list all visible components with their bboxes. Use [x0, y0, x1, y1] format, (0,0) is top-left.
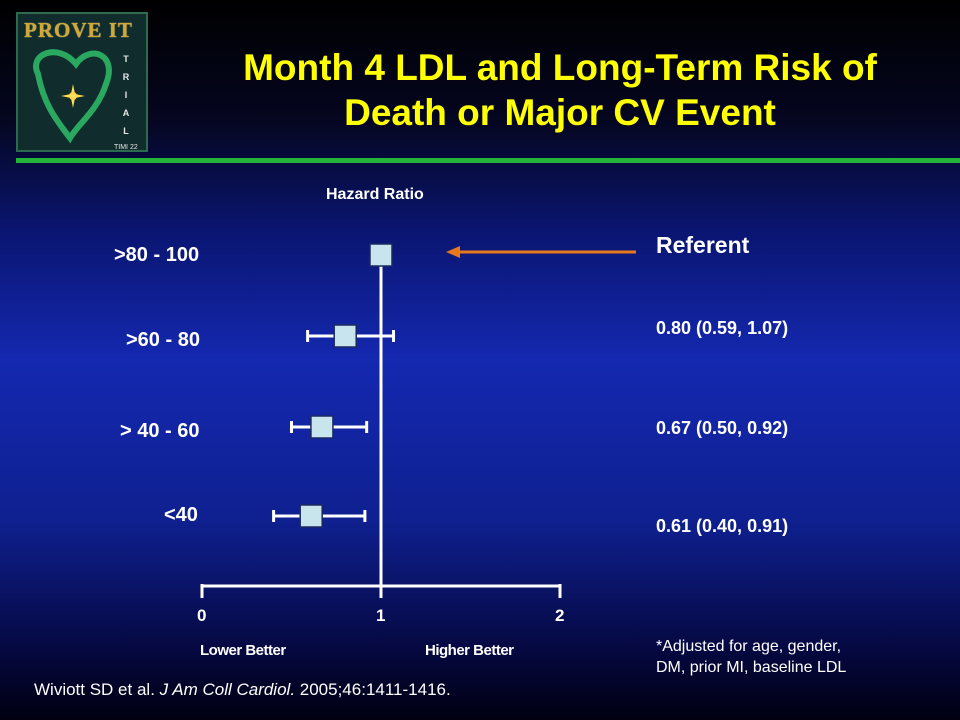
hr-marker	[310, 415, 334, 439]
title-line-2: Death or Major CV Event	[344, 92, 776, 133]
hr-marker	[369, 243, 393, 267]
logo-letter: A	[122, 108, 130, 118]
row-label: >60 - 80	[126, 329, 200, 351]
x-tick-label: 0	[197, 606, 207, 625]
logo-letter: L	[123, 126, 129, 136]
heart-globe-icon	[33, 49, 112, 144]
x-tick-label: 1	[376, 606, 386, 625]
title-line-1: Month 4 LDL and Long-Term Risk of	[243, 47, 877, 88]
hr-value: 0.80 (0.59, 1.07)	[656, 318, 789, 338]
higher-better-label: Higher Better	[425, 642, 514, 659]
row-label: > 40 - 60	[120, 420, 200, 442]
row-label: <40	[164, 504, 198, 526]
footnote-line-1: *Adjusted for age, gender,	[656, 638, 842, 655]
x-tick-label: 2	[555, 606, 565, 625]
logo-trial-letters: T R I A L	[116, 50, 136, 140]
logo-subtitle: TIMI 22	[114, 144, 138, 151]
prove-it-logo: PROVE IT T R I A L TIMI 22	[16, 12, 148, 152]
logo-letter: I	[124, 90, 128, 100]
logo-title: PROVE IT	[24, 18, 133, 42]
footnote: *Adjusted for age, gender, DM, prior MI,…	[656, 636, 846, 678]
footnote-line-2: DM, prior MI, baseline LDL	[656, 659, 847, 676]
hr-value: 0.67 (0.50, 0.92)	[656, 418, 789, 438]
hr-marker	[299, 504, 323, 528]
citation: Wiviott SD et al. J Am Coll Cardiol. 200…	[34, 680, 451, 700]
logo-letter: T	[123, 54, 129, 64]
citation-journal: J Am Coll Cardiol.	[159, 680, 296, 699]
citation-details: 2005;46:1411-1416.	[295, 680, 451, 699]
lower-better-label: Lower Better	[200, 642, 286, 659]
title-divider	[16, 158, 960, 163]
logo-letter: R	[122, 72, 130, 82]
row-label: >80 - 100	[114, 244, 200, 266]
slide-title: Month 4 LDL and Long-Term Risk of Death …	[180, 45, 940, 135]
referent-label: Referent	[656, 232, 750, 258]
axis-title: Hazard Ratio	[326, 186, 424, 203]
hr-marker	[333, 324, 357, 348]
hr-value: 0.61 (0.40, 0.91)	[656, 516, 789, 536]
citation-authors: Wiviott SD et al.	[34, 680, 160, 699]
referent-arrow-head	[446, 246, 460, 258]
